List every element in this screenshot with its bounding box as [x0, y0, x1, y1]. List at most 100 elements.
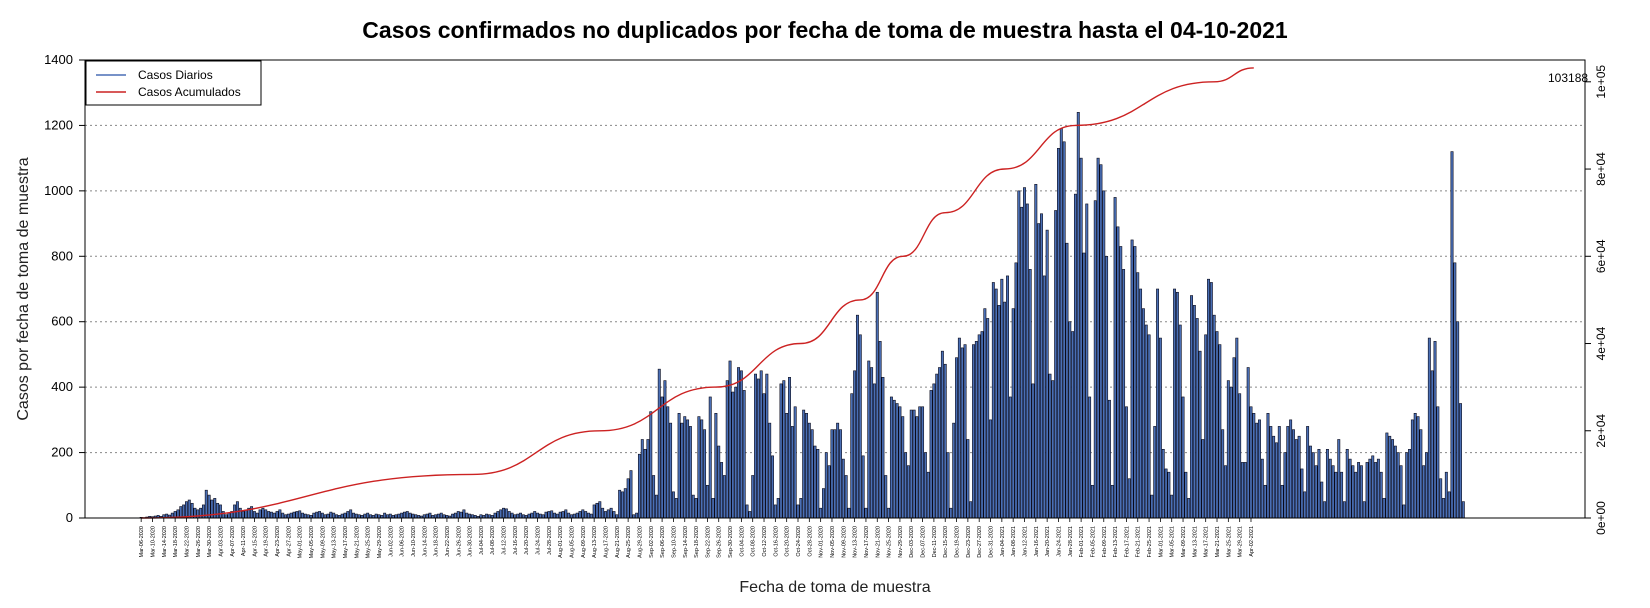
- daily-bar: [861, 455, 865, 519]
- daily-bar: [1161, 448, 1165, 519]
- daily-bar: [1139, 288, 1143, 519]
- daily-bar: [218, 504, 222, 519]
- x-tick-label: Aug-13-2020: [592, 526, 598, 558]
- daily-bar: [561, 511, 565, 519]
- daily-bar: [185, 501, 188, 519]
- x-tick-label: Aug-21-2020: [615, 526, 621, 558]
- daily-bar: [688, 426, 692, 519]
- daily-bar: [187, 499, 191, 519]
- daily-bar: [620, 491, 624, 519]
- daily-bar: [1292, 429, 1295, 519]
- daily-bar: [1141, 308, 1145, 519]
- daily-bar: [462, 509, 466, 519]
- x-tick-label: Mar-01-2021: [1158, 526, 1164, 558]
- daily-bar: [923, 452, 927, 519]
- x-tick-label: Aug-17-2020: [603, 526, 609, 558]
- x-tick-label: Feb-21-2021: [1136, 526, 1142, 558]
- daily-bar: [1150, 494, 1154, 519]
- daily-bar: [858, 334, 862, 519]
- daily-bar: [1020, 206, 1024, 519]
- daily-bar: [884, 475, 888, 519]
- x-tick-label: Mar-14-2020: [162, 526, 168, 558]
- daily-bar: [918, 406, 922, 519]
- daily-bar: [977, 334, 981, 519]
- daily-bar: [1246, 367, 1250, 519]
- x-tick-label: Apr-02-2021: [1249, 526, 1255, 557]
- daily-bar: [906, 465, 910, 519]
- daily-bar: [1170, 494, 1174, 519]
- x-tick-label: Jul-20-2020: [524, 526, 530, 555]
- daily-bar: [1340, 471, 1344, 519]
- daily-bar: [623, 488, 627, 519]
- daily-bar: [813, 445, 817, 519]
- daily-bar: [773, 504, 777, 519]
- x-tick-label: Sep-02-2020: [649, 526, 655, 558]
- daily-bar: [581, 509, 585, 519]
- daily-bar: [935, 373, 939, 519]
- daily-bar: [499, 509, 503, 519]
- daily-bar: [711, 498, 715, 519]
- daily-bar: [1289, 419, 1293, 519]
- daily-bar: [1082, 252, 1086, 519]
- daily-bar: [683, 416, 687, 519]
- x-tick-label: Jun-26-2020: [456, 526, 462, 557]
- right-axis: 0e+00 2e+04 4e+04 6e+04 8e+04 1e+05: [1585, 65, 1608, 535]
- daily-bar: [278, 509, 282, 519]
- daily-bar: [595, 502, 599, 519]
- daily-bar: [1258, 419, 1261, 519]
- daily-bar: [1362, 501, 1366, 519]
- daily-bar: [1450, 151, 1454, 519]
- x-tick-label: Mar-25-2021: [1226, 526, 1232, 558]
- daily-bar: [238, 507, 242, 519]
- daily-bar: [994, 288, 998, 519]
- daily-bar: [1280, 484, 1284, 519]
- daily-bar: [456, 511, 460, 519]
- daily-bar: [654, 494, 658, 519]
- bars-layer: [139, 112, 1465, 519]
- x-tick-label: Sep-26-2020: [717, 526, 723, 558]
- x-tick-label: Dec-31-2020: [989, 526, 995, 558]
- x-tick-label: Sep-10-2020: [671, 526, 677, 558]
- daily-bar: [1328, 458, 1332, 519]
- cumulative-layer: [141, 67, 1254, 519]
- daily-bar: [1331, 465, 1335, 519]
- daily-bar: [1113, 197, 1117, 519]
- daily-bar: [1011, 308, 1015, 519]
- daily-bar: [938, 367, 942, 519]
- daily-bar: [785, 413, 789, 519]
- daily-bar: [921, 406, 925, 519]
- daily-bar: [221, 511, 225, 519]
- daily-bar: [926, 471, 930, 519]
- x-tick-label: Apr-07-2020: [230, 526, 236, 557]
- y2-tick-label: 1e+05: [1594, 65, 1608, 99]
- daily-bar: [1337, 439, 1341, 519]
- daily-bar: [756, 378, 760, 519]
- x-tick-label: Jun-06-2020: [400, 526, 406, 557]
- x-tick-label: Mar-29-2021: [1238, 526, 1244, 558]
- daily-bar: [601, 507, 605, 519]
- x-tick-label: Apr-19-2020: [264, 526, 270, 557]
- daily-bar: [609, 507, 613, 519]
- x-tick-label: Apr-03-2020: [218, 526, 224, 557]
- daily-bar: [762, 393, 766, 519]
- daily-bar: [320, 512, 324, 519]
- daily-bar: [1059, 128, 1063, 519]
- daily-bar: [901, 416, 905, 519]
- daily-bar: [1275, 442, 1278, 519]
- x-tick-label: Dec-19-2020: [955, 526, 961, 558]
- daily-bar: [1122, 269, 1126, 519]
- x-tick-label: May-29-2020: [377, 526, 383, 558]
- daily-bar: [1073, 193, 1077, 519]
- daily-bar: [402, 511, 406, 519]
- daily-bar: [527, 513, 531, 519]
- daily-bar: [1167, 471, 1171, 519]
- x-tick-label: Jul-08-2020: [490, 526, 496, 555]
- daily-bar: [943, 363, 947, 519]
- daily-bar: [1243, 462, 1247, 519]
- daily-bar: [1453, 262, 1457, 519]
- daily-bar: [1306, 426, 1310, 519]
- daily-bar: [855, 314, 859, 519]
- daily-bar: [663, 380, 667, 519]
- daily-bar: [1127, 478, 1131, 519]
- daily-bar: [1345, 448, 1349, 519]
